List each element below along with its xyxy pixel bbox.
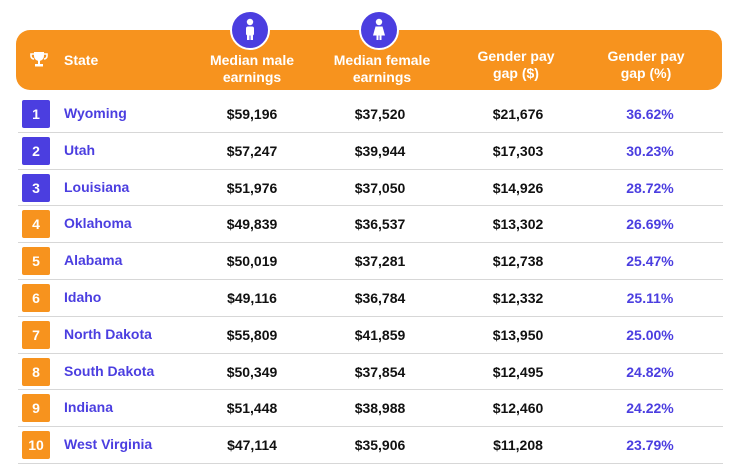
state-name: Idaho — [64, 288, 102, 305]
gender-pay-gap-dollars: $11,208 — [493, 437, 543, 454]
gender-pay-gap-percent: 23.79% — [626, 437, 674, 454]
median-female-earnings: $41,859 — [354, 326, 406, 343]
table-row: 3 Louisiana $51,976 $37,050 $14,926 28.72% — [18, 170, 723, 207]
median-female-earnings: $37,854 — [354, 363, 406, 380]
ranking-table: 1 Wyoming $59,196 $37,520 $21,676 36.62% 2 Utah… — [18, 96, 723, 464]
state-name: Oklahoma — [64, 215, 132, 232]
gender-pay-gap-dollars: $12,460 — [492, 400, 544, 417]
header-gender-pay-gap-dollars: Gender pay gap ($) — [477, 48, 555, 81]
gender-pay-gap-dollars: $13,302 — [492, 216, 544, 233]
table-row: 10 West Virginia $47,114 $35,906 $11,208 23.7… — [18, 427, 723, 464]
gender-pay-gap-dollars: $12,495 — [492, 363, 544, 380]
female-person-icon — [359, 10, 399, 50]
state-name: Utah — [64, 141, 96, 158]
median-male-earnings: $51,976 — [226, 179, 278, 196]
rank-badge: 1 — [22, 100, 50, 128]
rank-badge: 5 — [22, 247, 50, 276]
male-person-icon — [230, 10, 270, 50]
gender-pay-gap-percent: 28.72% — [626, 179, 674, 196]
state-name: West Virginia — [64, 436, 153, 453]
gender-pay-gap-percent: 25.00% — [626, 326, 674, 343]
rank-badge: 6 — [22, 283, 50, 312]
median-male-earnings: $55,809 — [226, 326, 278, 343]
median-female-earnings: $37,281 — [354, 253, 406, 270]
median-female-earnings: $37,520 — [354, 106, 406, 122]
rank-badge: 10 — [22, 431, 50, 460]
rank-badge: 4 — [22, 210, 50, 239]
gender-pay-gap-percent: 24.82% — [626, 363, 674, 380]
median-female-earnings: $38,988 — [354, 400, 406, 417]
header-state: State — [64, 52, 99, 68]
header-gender-pay-gap-percent: Gender pay gap (%) — [607, 48, 685, 81]
median-female-earnings: $39,944 — [354, 142, 406, 159]
gender-pay-gap-percent: 24.22% — [626, 400, 674, 417]
trophy-icon — [29, 50, 49, 75]
table-row: 8 South Dakota $50,349 $37,854 $12,495 24.82% — [18, 354, 723, 391]
gender-pay-gap-percent: 25.47% — [626, 253, 674, 270]
state-name: Alabama — [64, 252, 123, 269]
rank-badge: 9 — [22, 394, 50, 423]
header-median-female-earnings: Median female earnings — [333, 52, 431, 85]
rank-badge: 3 — [22, 173, 50, 202]
gender-pay-gap-percent: 25.11% — [626, 289, 674, 306]
table-row: 1 Wyoming $59,196 $37,520 $21,676 36.62% — [18, 96, 723, 133]
table-row: 5 Alabama $50,019 $37,281 $12,738 25.47% — [18, 243, 723, 280]
median-male-earnings: $50,349 — [226, 363, 278, 380]
gender-pay-gap-percent: 26.69% — [626, 216, 674, 233]
table-row: 2 Utah $57,247 $39,944 $17,303 30.23% — [18, 133, 723, 170]
gender-pay-gap-dollars: $21,676 — [492, 106, 544, 122]
median-male-earnings: $47,114 — [227, 437, 277, 454]
state-name: Wyoming — [64, 105, 127, 121]
gender-pay-gap-dollars: $14,926 — [492, 179, 544, 196]
median-female-earnings: $36,784 — [354, 289, 406, 306]
median-male-earnings: $49,116 — [227, 289, 277, 306]
median-male-earnings: $51,448 — [226, 400, 278, 417]
rank-badge: 2 — [22, 136, 50, 165]
median-male-earnings: $57,247 — [226, 142, 278, 159]
gender-pay-gap-percent: 30.23% — [626, 142, 674, 159]
gender-pay-gap-dollars: $12,332 — [492, 289, 544, 306]
median-male-earnings: $59,196 — [226, 106, 278, 122]
state-name: Louisiana — [64, 178, 130, 195]
median-female-earnings: $37,050 — [354, 179, 406, 196]
table-row: 4 Oklahoma $49,839 $36,537 $13,302 26.69% — [18, 206, 723, 244]
rank-badge: 8 — [22, 357, 50, 386]
median-male-earnings: $50,019 — [226, 253, 278, 270]
header-median-male-earnings: Median male earnings — [209, 52, 295, 85]
median-female-earnings: $35,906 — [354, 437, 406, 454]
state-name: South Dakota — [64, 362, 155, 379]
state-name: Indiana — [64, 399, 114, 416]
rank-badge: 7 — [22, 320, 50, 349]
gender-pay-gap-percent: 36.62% — [626, 106, 674, 122]
gender-pay-gap-dollars: $12,738 — [492, 253, 544, 270]
table-row: 6 Idaho $49,116 $36,784 $12,332 25.11% — [18, 280, 723, 317]
gender-pay-gap-dollars: $13,950 — [492, 326, 544, 343]
median-male-earnings: $49,839 — [226, 216, 278, 233]
table-row: 7 North Dakota $55,809 $41,859 $13,950 25.00% — [18, 317, 723, 354]
gender-pay-gap-dollars: $17,303 — [492, 142, 544, 159]
state-name: North Dakota — [64, 325, 152, 342]
table-row: 9 Indiana $51,448 $38,988 $12,460 24.22% — [18, 390, 723, 428]
median-female-earnings: $36,537 — [354, 216, 406, 233]
